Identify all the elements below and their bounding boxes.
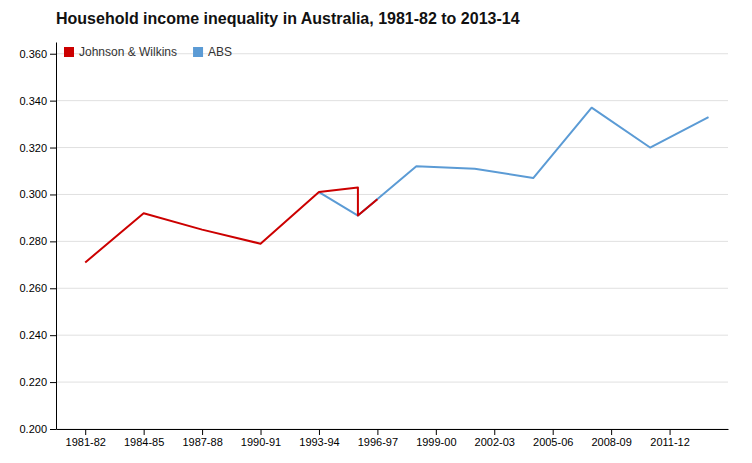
tick-label: 1996-97 bbox=[358, 436, 398, 448]
tick: 0.360 bbox=[19, 48, 56, 60]
tick: 1996-97 bbox=[358, 429, 398, 448]
plot: 1981-82 1984-85 1987-88 1990-91 1993-94 1996-… bbox=[19, 43, 728, 448]
tick: 0.240 bbox=[19, 329, 56, 341]
tick-label: 1990-91 bbox=[241, 436, 281, 448]
grid-line bbox=[56, 429, 728, 430]
tick-mark bbox=[50, 194, 56, 195]
chart: 1981-82 1984-85 1987-88 1990-91 1993-94 1996-… bbox=[0, 0, 752, 463]
grid-line bbox=[56, 335, 728, 336]
tick-label: 2008-09 bbox=[591, 436, 631, 448]
tick-mark bbox=[50, 335, 56, 336]
tick-mark bbox=[50, 241, 56, 242]
tick: 2011-12 bbox=[650, 429, 690, 448]
tick-label: 0.240 bbox=[19, 329, 47, 341]
tick: 0.300 bbox=[19, 188, 56, 200]
tick-mark bbox=[436, 429, 437, 435]
legend-label: ABS bbox=[208, 45, 232, 59]
tick-mark bbox=[144, 429, 145, 435]
grid-line bbox=[56, 147, 728, 148]
tick: 0.320 bbox=[19, 142, 56, 154]
grid bbox=[56, 54, 728, 429]
tick-mark bbox=[494, 429, 495, 435]
tick: 0.200 bbox=[19, 423, 56, 435]
tick: 1984-85 bbox=[124, 429, 164, 448]
tick: 2002-03 bbox=[475, 429, 515, 448]
tick-mark bbox=[261, 429, 262, 435]
tick-mark bbox=[85, 429, 86, 435]
tick-mark bbox=[50, 288, 56, 289]
y-axis: 0.200 0.220 0.240 0.260 0.280 0.300 0.320 0.340… bbox=[19, 43, 56, 436]
tick-mark bbox=[202, 429, 203, 435]
series-line bbox=[85, 187, 377, 262]
legend-label: Johnson & Wilkins bbox=[79, 45, 177, 59]
grid-line bbox=[56, 288, 728, 289]
tick-label: 1999-00 bbox=[416, 436, 456, 448]
x-axis: 1981-82 1984-85 1987-88 1990-91 1993-94 1996-… bbox=[57, 429, 729, 448]
legend-swatch bbox=[64, 47, 74, 57]
tick: 0.260 bbox=[19, 282, 56, 294]
legend-swatch bbox=[193, 47, 203, 57]
tick-label: 1981-82 bbox=[66, 436, 106, 448]
tick-mark bbox=[50, 101, 56, 102]
tick-mark bbox=[611, 429, 612, 435]
tick: 0.340 bbox=[19, 95, 56, 107]
grid-line bbox=[56, 241, 728, 242]
series-group bbox=[85, 108, 708, 263]
tick-mark bbox=[50, 148, 56, 149]
axis-line bbox=[56, 43, 57, 430]
tick-mark bbox=[50, 382, 56, 383]
tick-mark bbox=[553, 429, 554, 435]
tick: 1990-91 bbox=[241, 429, 281, 448]
tick-label: 0.300 bbox=[19, 188, 47, 200]
tick: 1993-94 bbox=[299, 429, 339, 448]
title: Household income inequality in Australia… bbox=[56, 10, 520, 27]
tick-label: 0.320 bbox=[19, 142, 47, 154]
tick-label: 0.280 bbox=[19, 235, 47, 247]
tick-mark bbox=[377, 429, 378, 435]
tick-label: 0.360 bbox=[19, 48, 47, 60]
tick-mark bbox=[50, 429, 56, 430]
tick-label: 2002-03 bbox=[475, 436, 515, 448]
tick: 0.220 bbox=[19, 376, 56, 388]
tick-mark bbox=[50, 54, 56, 55]
tick-mark bbox=[319, 429, 320, 435]
tick-label: 1993-94 bbox=[299, 436, 339, 448]
tick-label: 0.340 bbox=[19, 95, 47, 107]
grid-line bbox=[56, 382, 728, 383]
tick-label: 0.200 bbox=[19, 423, 47, 435]
legend-item: ABS bbox=[193, 45, 232, 59]
tick-label: 0.260 bbox=[19, 282, 47, 294]
tick: 0.280 bbox=[19, 235, 56, 247]
tick: 2005-06 bbox=[533, 429, 573, 448]
tick-mark bbox=[670, 429, 671, 435]
tick: 1999-00 bbox=[416, 429, 456, 448]
grid-line bbox=[56, 100, 728, 101]
tick: 1987-88 bbox=[182, 429, 222, 448]
tick-label: 1987-88 bbox=[182, 436, 222, 448]
tick: 1981-82 bbox=[66, 429, 106, 448]
tick-label: 2005-06 bbox=[533, 436, 573, 448]
legend-item: Johnson & Wilkins bbox=[64, 45, 177, 59]
axis-line bbox=[57, 429, 729, 430]
legend: Johnson & Wilkins ABS bbox=[64, 45, 232, 59]
tick: 2008-09 bbox=[591, 429, 631, 448]
grid-line bbox=[56, 194, 728, 195]
tick-label: 2011-12 bbox=[650, 436, 690, 448]
tick-label: 0.220 bbox=[19, 376, 47, 388]
tick-label: 1984-85 bbox=[124, 436, 164, 448]
